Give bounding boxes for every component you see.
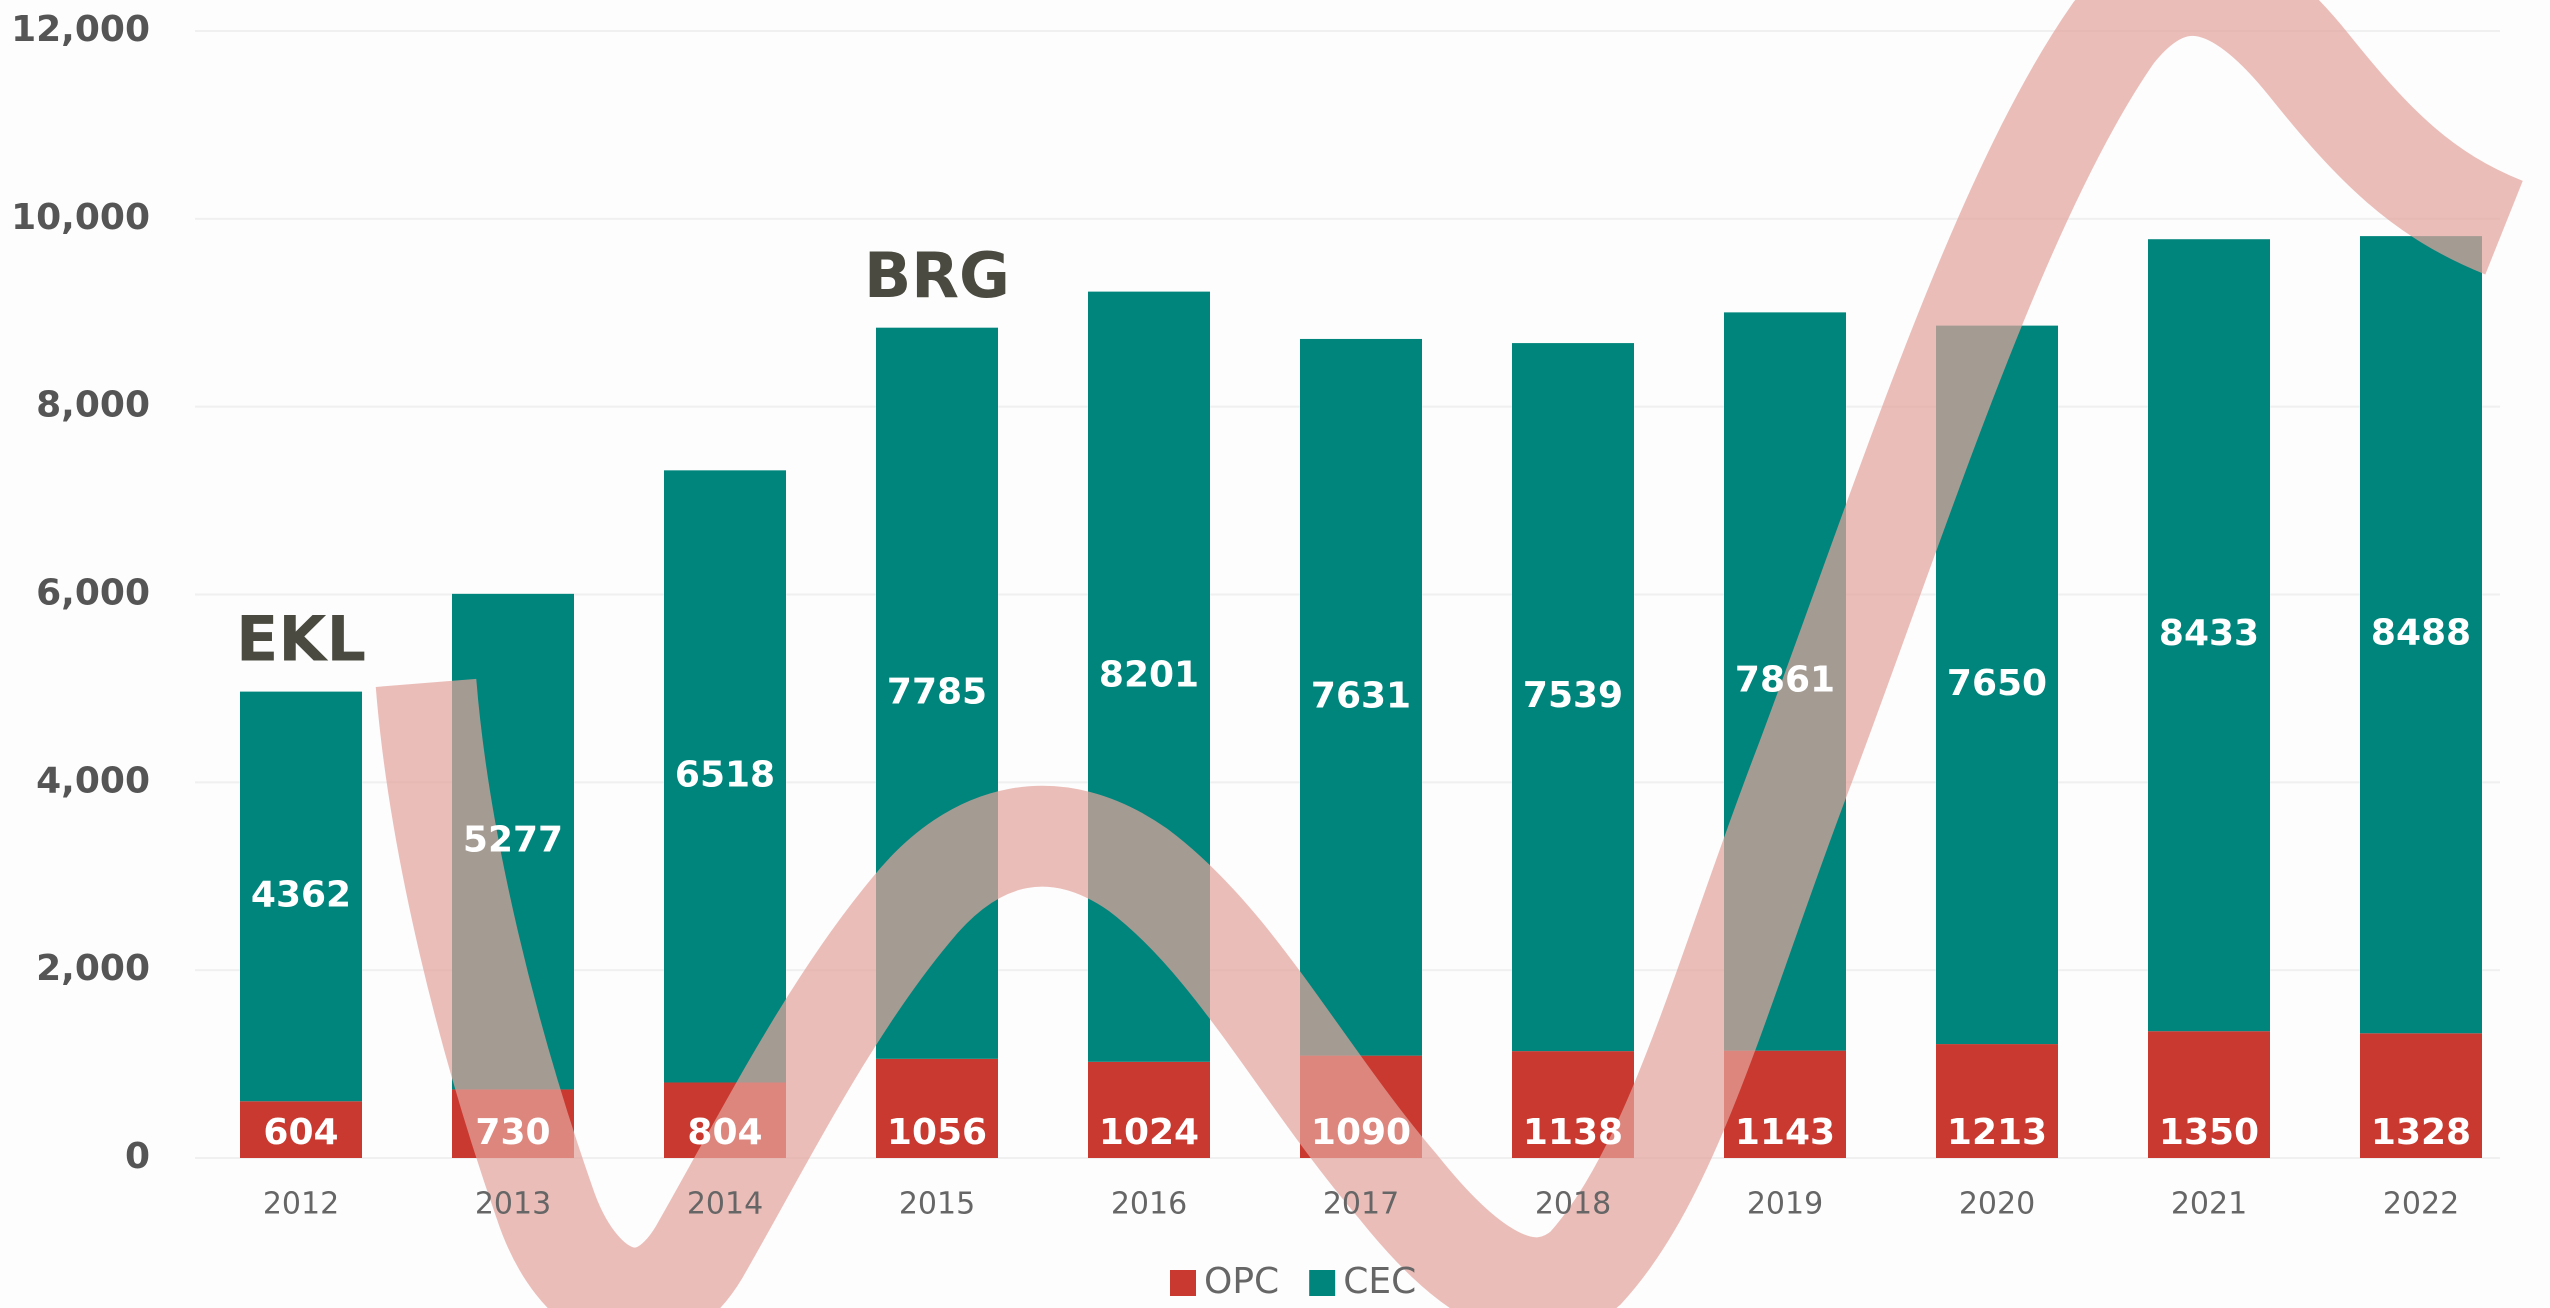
- x-tick-label: 2020: [1959, 1187, 2035, 1222]
- legend-swatch: [1170, 1270, 1196, 1296]
- x-tick-label: 2014: [687, 1187, 763, 1222]
- data-label: 7631: [1311, 675, 1411, 716]
- x-tick-label: 2012: [263, 1187, 339, 1222]
- data-label: 804: [687, 1112, 762, 1153]
- data-label: 1328: [2371, 1112, 2471, 1153]
- x-tick-label: 2013: [475, 1187, 551, 1222]
- data-label: 4362: [251, 874, 351, 915]
- x-tick-label: 2022: [2383, 1187, 2459, 1222]
- y-tick-label: 4,000: [36, 760, 150, 801]
- data-label: 8433: [2159, 613, 2259, 654]
- x-tick-label: 2017: [1323, 1187, 1399, 1222]
- x-tick-label: 2016: [1111, 1187, 1187, 1222]
- data-label: 1350: [2159, 1112, 2259, 1153]
- data-label: 1056: [887, 1112, 987, 1153]
- y-tick-label: 12,000: [11, 9, 150, 50]
- data-label: 7861: [1735, 660, 1835, 701]
- data-label: 7650: [1947, 663, 2047, 704]
- annotation: EKL: [236, 603, 366, 676]
- data-label: 8201: [1099, 655, 1199, 696]
- data-label: 8488: [2371, 613, 2471, 654]
- data-label: 1024: [1099, 1112, 1199, 1153]
- y-tick-label: 0: [125, 1136, 150, 1177]
- data-label: 1138: [1523, 1112, 1623, 1153]
- y-tick-label: 2,000: [36, 948, 150, 989]
- data-label: 730: [475, 1112, 550, 1153]
- x-tick-label: 2019: [1747, 1187, 1823, 1222]
- x-tick-label: 2015: [899, 1187, 975, 1222]
- page: 0 2,000 4,000 6,000 8,000 10,000 12,000 2012 604…: [0, 0, 2550, 1308]
- data-label: 6518: [675, 754, 775, 795]
- legend-label: OPC: [1204, 1261, 1279, 1302]
- data-label: 7539: [1523, 675, 1623, 716]
- y-tick-label: 10,000: [11, 197, 150, 238]
- legend-label: CEC: [1343, 1261, 1416, 1302]
- y-tick-label: 8,000: [36, 385, 150, 426]
- data-label: 1143: [1735, 1112, 1835, 1153]
- x-tick-label: 2021: [2171, 1187, 2247, 1222]
- data-label: 604: [263, 1112, 338, 1153]
- legend-swatch: [1309, 1270, 1335, 1296]
- data-label: 7785: [887, 671, 987, 712]
- annotation: BRG: [864, 239, 1010, 312]
- chart: 0 2,000 4,000 6,000 8,000 10,000 12,000 2012 604…: [0, 0, 2550, 1308]
- data-label: 1213: [1947, 1112, 2047, 1153]
- data-label: 1090: [1311, 1112, 1411, 1153]
- data-label: 5277: [463, 820, 563, 861]
- x-tick-label: 2018: [1535, 1187, 1611, 1222]
- y-tick-label: 6,000: [36, 573, 150, 614]
